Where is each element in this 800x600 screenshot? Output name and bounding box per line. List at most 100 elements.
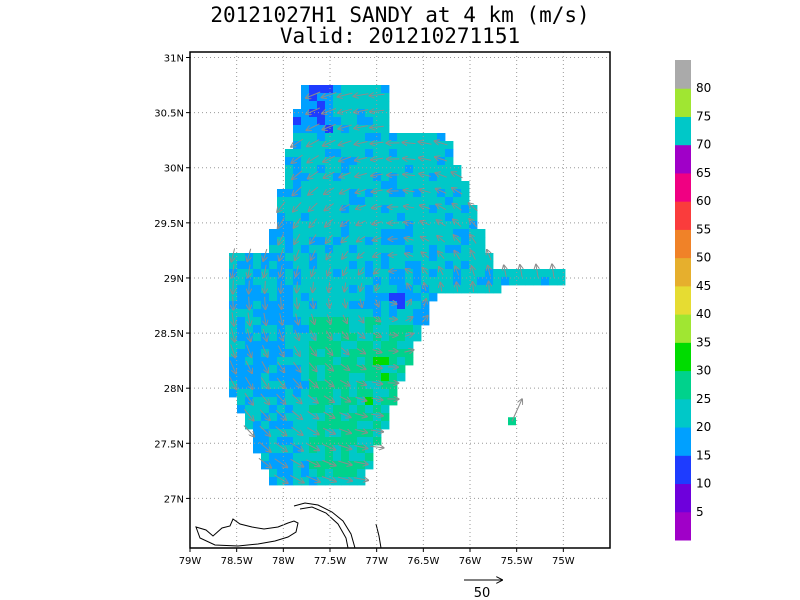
speed-cell bbox=[365, 261, 374, 270]
speed-cell bbox=[229, 373, 238, 382]
speed-cell bbox=[509, 277, 518, 286]
speed-cell bbox=[325, 117, 334, 126]
speed-cell bbox=[413, 325, 422, 334]
speed-cell bbox=[269, 389, 278, 398]
speed-cell bbox=[237, 365, 246, 374]
speed-cell bbox=[365, 285, 374, 294]
speed-cell bbox=[253, 429, 262, 438]
wind-vector bbox=[261, 361, 268, 372]
speed-cell bbox=[301, 213, 310, 222]
speed-cell bbox=[277, 461, 286, 470]
speed-cell bbox=[349, 469, 358, 478]
speed-cell bbox=[469, 205, 478, 214]
speed-cell bbox=[381, 381, 390, 390]
speed-cell bbox=[525, 269, 534, 278]
speed-cell bbox=[349, 285, 358, 294]
speed-cell bbox=[389, 229, 398, 238]
speed-cell bbox=[469, 213, 478, 222]
speed-cell bbox=[317, 213, 326, 222]
speed-cell bbox=[285, 357, 294, 366]
speed-cell bbox=[429, 157, 438, 166]
wind-vector bbox=[259, 425, 271, 436]
wind-vector bbox=[311, 249, 316, 260]
speed-cell bbox=[445, 277, 454, 286]
wind-vector bbox=[278, 217, 285, 229]
wind-vector bbox=[290, 458, 304, 466]
speed-cell bbox=[293, 461, 302, 470]
speed-cell bbox=[325, 373, 334, 382]
speed-cell bbox=[333, 429, 342, 438]
wind-vector bbox=[277, 345, 283, 357]
wind-vector bbox=[355, 413, 367, 416]
speed-cell bbox=[229, 325, 238, 334]
speed-cell bbox=[389, 205, 398, 214]
speed-cell bbox=[349, 141, 358, 150]
speed-cell bbox=[277, 349, 286, 358]
speed-cell bbox=[341, 317, 350, 326]
wind-vector bbox=[342, 250, 349, 259]
wind-vector bbox=[323, 139, 336, 145]
colorbar-segment bbox=[675, 172, 691, 202]
speed-cell bbox=[285, 253, 294, 262]
lat-tick-label: 30N bbox=[164, 164, 184, 175]
speed-cell bbox=[245, 365, 254, 374]
speed-cell bbox=[373, 125, 382, 134]
speed-cell bbox=[285, 261, 294, 270]
speed-cell bbox=[285, 213, 294, 222]
wind-vector bbox=[248, 312, 250, 326]
speed-cell bbox=[357, 421, 366, 430]
speed-cell bbox=[389, 341, 398, 350]
speed-cell bbox=[357, 93, 366, 102]
wind-vector bbox=[308, 186, 319, 195]
wind-vector bbox=[276, 393, 286, 404]
speed-cell bbox=[373, 261, 382, 270]
speed-cell bbox=[285, 205, 294, 214]
wind-vector bbox=[375, 299, 378, 306]
speed-cell bbox=[325, 93, 334, 102]
speed-cell bbox=[293, 213, 302, 222]
speed-cell bbox=[413, 301, 422, 310]
speed-cell bbox=[357, 437, 366, 446]
colorbar-label: 60 bbox=[696, 194, 711, 208]
speed-cell bbox=[333, 317, 342, 326]
speed-cell bbox=[349, 213, 358, 222]
speed-cell bbox=[285, 309, 294, 318]
speed-cell bbox=[341, 309, 350, 318]
wind-vector bbox=[233, 296, 234, 309]
speed-cell bbox=[333, 373, 342, 382]
speed-cell bbox=[285, 477, 294, 486]
speed-cell bbox=[309, 277, 318, 286]
speed-cell bbox=[325, 141, 334, 150]
speed-cell bbox=[429, 229, 438, 238]
wind-vector bbox=[325, 218, 334, 226]
speed-cell bbox=[333, 245, 342, 254]
wind-vector bbox=[455, 266, 458, 276]
colorbar-label: 75 bbox=[696, 109, 711, 123]
speed-cell bbox=[357, 165, 366, 174]
speed-cell bbox=[285, 325, 294, 334]
wind-vector bbox=[340, 363, 350, 370]
speed-cell bbox=[317, 133, 326, 142]
speed-cell bbox=[333, 125, 342, 134]
speed-cell bbox=[421, 269, 430, 278]
wind-vector bbox=[310, 234, 317, 243]
wind-vector bbox=[322, 443, 336, 449]
speed-cell bbox=[461, 277, 470, 286]
wind-vector bbox=[265, 296, 266, 309]
wind-vector bbox=[322, 123, 336, 129]
speed-cell bbox=[309, 461, 318, 470]
speed-cell bbox=[461, 189, 470, 198]
speed-cell bbox=[445, 253, 454, 262]
speed-cell bbox=[413, 285, 422, 294]
wind-vector bbox=[403, 174, 415, 175]
isolated-speed-cell bbox=[508, 417, 516, 426]
speed-cell bbox=[381, 157, 390, 166]
wind-vector bbox=[489, 282, 490, 293]
speed-cell bbox=[397, 317, 406, 326]
speed-cell bbox=[277, 213, 286, 222]
wind-vector bbox=[339, 172, 351, 178]
speed-cell bbox=[509, 269, 518, 278]
speed-cell bbox=[245, 389, 254, 398]
speed-cell bbox=[357, 157, 366, 166]
